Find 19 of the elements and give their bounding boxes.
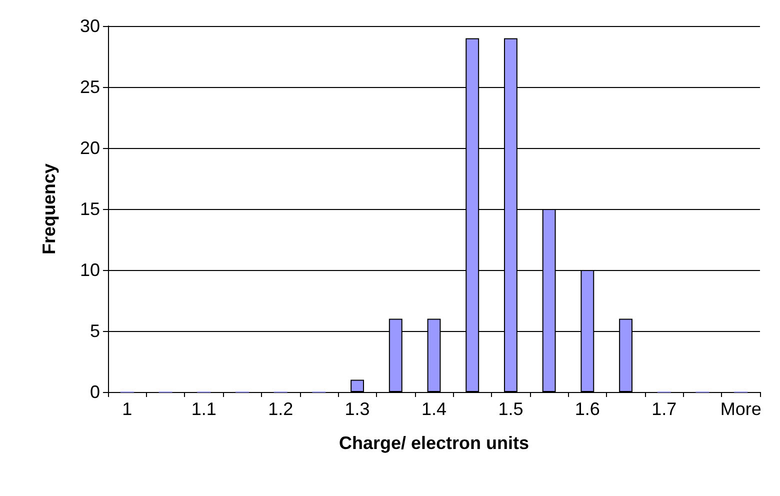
y-tick-label: 30 [80, 16, 100, 36]
y-tick-label: 15 [80, 199, 100, 219]
x-tick-label: 1.1 [191, 399, 216, 419]
x-tick-label: 1.3 [344, 399, 370, 419]
x-axis-title: Charge/ electron units [338, 433, 530, 453]
y-axis-title: Frequency [39, 163, 59, 255]
y-tick-label: 5 [90, 321, 100, 341]
y-tick-label: 25 [80, 77, 100, 97]
y-tick-label: 20 [80, 138, 100, 158]
x-tick-label: 1.7 [652, 399, 677, 419]
x-tick-label: 1.4 [421, 399, 447, 419]
bar [350, 380, 364, 392]
x-tick-label: 1.6 [574, 399, 600, 419]
x-tick-label: 1.5 [498, 399, 524, 419]
x-tick-label: 1.2 [268, 399, 294, 419]
y-tick-label: 0 [90, 382, 100, 402]
x-tick-label: More [720, 399, 762, 419]
x-tick-label: 1 [122, 399, 132, 419]
y-tick-label: 10 [80, 260, 100, 280]
